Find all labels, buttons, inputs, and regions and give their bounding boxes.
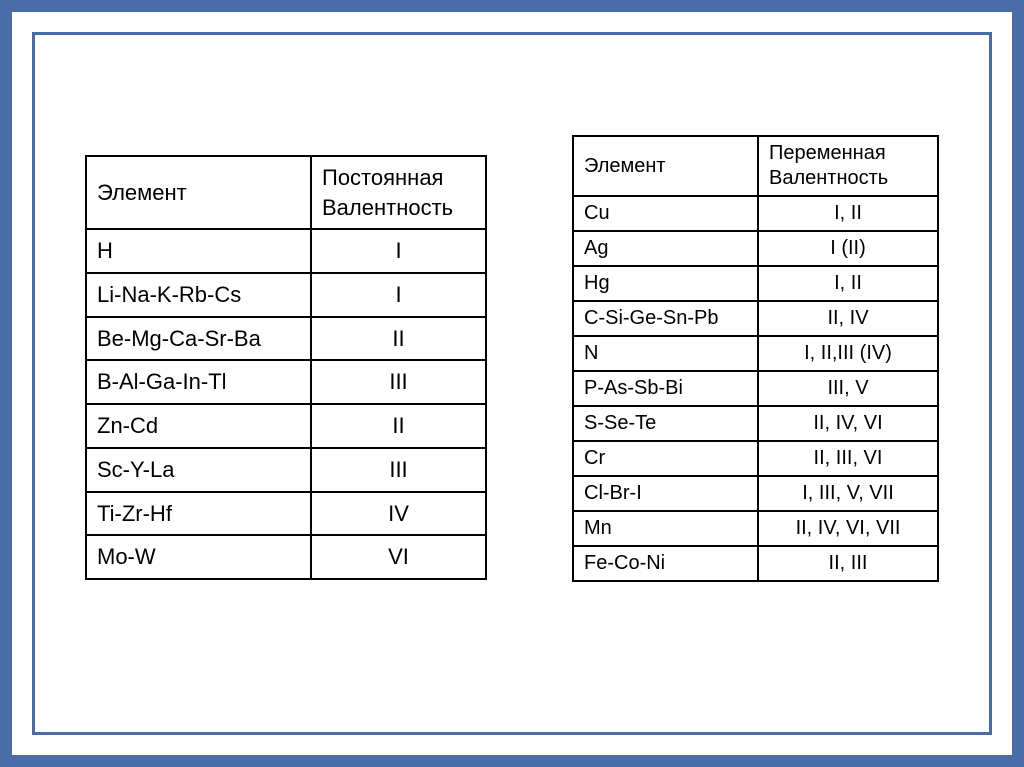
variable-valency-table: Элемент Переменная Валентность CuI, IIAg…	[572, 135, 939, 582]
cell-element: Hg	[573, 266, 758, 301]
table-row: Cl-Br-II, III, V, VII	[573, 476, 938, 511]
table-row: Mo-WVI	[86, 535, 486, 579]
table-row: MnII, IV, VI, VII	[573, 511, 938, 546]
cell-valency: I, II	[758, 196, 938, 231]
inner-frame: Элемент Постоянная Валентность HILi-Na-K…	[32, 32, 992, 735]
cell-element: Ag	[573, 231, 758, 266]
cell-valency: I, III, V, VII	[758, 476, 938, 511]
cell-valency: III	[311, 448, 486, 492]
cell-element: B-Al-Ga-In-Tl	[86, 360, 311, 404]
table-row: Be-Mg-Ca-Sr-BaII	[86, 317, 486, 361]
cell-element: Zn-Cd	[86, 404, 311, 448]
table-row: CrII, III, VI	[573, 441, 938, 476]
cell-element: C-Si-Ge-Sn-Pb	[573, 301, 758, 336]
table-row: Li-Na-K-Rb-CsI	[86, 273, 486, 317]
cell-element: Sc-Y-La	[86, 448, 311, 492]
table-row: HI	[86, 229, 486, 273]
constant-valency-table-wrap: Элемент Постоянная Валентность HILi-Na-K…	[85, 155, 487, 580]
table-row: NI, II,III (IV)	[573, 336, 938, 371]
cell-valency: I	[311, 229, 486, 273]
cell-element: Ti-Zr-Hf	[86, 492, 311, 536]
cell-valency: III, V	[758, 371, 938, 406]
cell-valency: I, II,III (IV)	[758, 336, 938, 371]
header-valency: Постоянная Валентность	[311, 156, 486, 229]
cell-element: S-Se-Te	[573, 406, 758, 441]
outer-frame: Элемент Постоянная Валентность HILi-Na-K…	[0, 0, 1024, 767]
cell-element: Cu	[573, 196, 758, 231]
table-header-row: Элемент Переменная Валентность	[573, 136, 938, 196]
cell-element: N	[573, 336, 758, 371]
cell-valency: II, IV	[758, 301, 938, 336]
cell-valency: IV	[311, 492, 486, 536]
cell-element: Be-Mg-Ca-Sr-Ba	[86, 317, 311, 361]
table-row: C-Si-Ge-Sn-PbII, IV	[573, 301, 938, 336]
cell-element: Cl-Br-I	[573, 476, 758, 511]
cell-element: Cr	[573, 441, 758, 476]
header-element: Элемент	[573, 136, 758, 196]
cell-element: Li-Na-K-Rb-Cs	[86, 273, 311, 317]
cell-valency: II, III, VI	[758, 441, 938, 476]
table-row: Sc-Y-LaIII	[86, 448, 486, 492]
cell-element: Fe-Co-Ni	[573, 546, 758, 581]
cell-element: P-As-Sb-Bi	[573, 371, 758, 406]
cell-valency: II, IV, VI, VII	[758, 511, 938, 546]
constant-valency-table: Элемент Постоянная Валентность HILi-Na-K…	[85, 155, 487, 580]
table-row: Zn-CdII	[86, 404, 486, 448]
cell-valency: II	[311, 317, 486, 361]
cell-element: Mo-W	[86, 535, 311, 579]
table-row: CuI, II	[573, 196, 938, 231]
table-row: P-As-Sb-BiIII, V	[573, 371, 938, 406]
cell-valency: VI	[311, 535, 486, 579]
header-element: Элемент	[86, 156, 311, 229]
content-area: Элемент Постоянная Валентность HILi-Na-K…	[35, 35, 989, 642]
cell-valency: I	[311, 273, 486, 317]
cell-valency: I, II	[758, 266, 938, 301]
cell-valency: II	[311, 404, 486, 448]
variable-valency-table-wrap: Элемент Переменная Валентность CuI, IIAg…	[572, 135, 939, 582]
cell-valency: II, III	[758, 546, 938, 581]
cell-valency: I (II)	[758, 231, 938, 266]
table-row: HgI, II	[573, 266, 938, 301]
table-header-row: Элемент Постоянная Валентность	[86, 156, 486, 229]
table-row: Fe-Co-NiII, III	[573, 546, 938, 581]
table-row: S-Se-TeII, IV, VI	[573, 406, 938, 441]
table-row: Ti-Zr-HfIV	[86, 492, 486, 536]
cell-valency: III	[311, 360, 486, 404]
table-row: B-Al-Ga-In-TlIII	[86, 360, 486, 404]
header-valency: Переменная Валентность	[758, 136, 938, 196]
cell-element: H	[86, 229, 311, 273]
cell-valency: II, IV, VI	[758, 406, 938, 441]
table-row: AgI (II)	[573, 231, 938, 266]
cell-element: Mn	[573, 511, 758, 546]
